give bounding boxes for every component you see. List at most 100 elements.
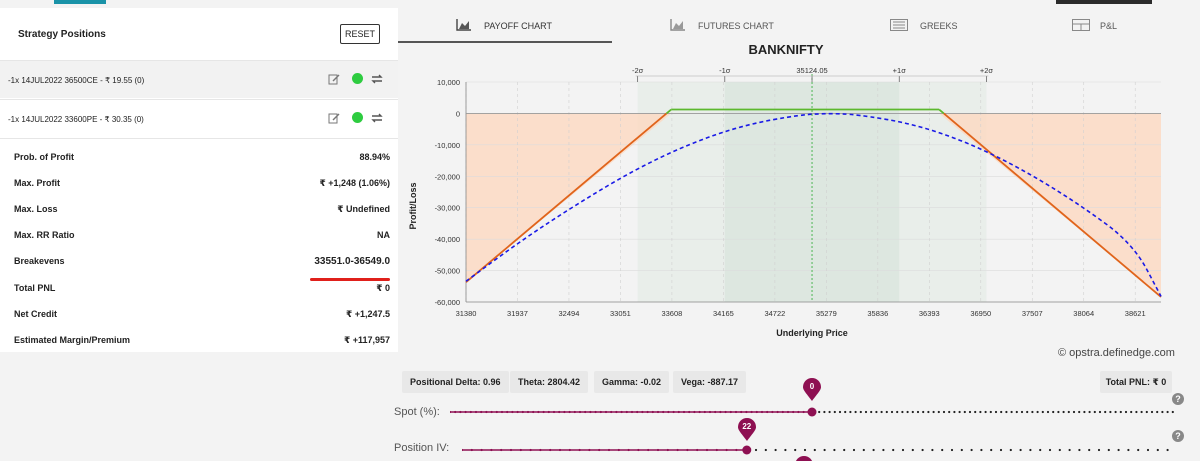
- active-status-dot[interactable]: [352, 112, 363, 123]
- active-status-dot[interactable]: [352, 73, 363, 84]
- chart-title: BANKNIFTY: [748, 42, 823, 57]
- top-accent-bar: [54, 0, 106, 4]
- x-tick-label: 36950: [970, 309, 991, 318]
- chart-credit: © opstra.definedge.com: [1058, 347, 1175, 359]
- x-tick-label: 38064: [1073, 309, 1094, 318]
- panel-title: Strategy Positions: [18, 29, 106, 40]
- x-tick-label: 34722: [764, 309, 785, 318]
- metric-estimated-margin: Estimated Margin/Premium ₹ +117,957: [0, 327, 398, 353]
- metric-label: Max. Profit: [14, 178, 61, 188]
- total-pnl-badge: Total PNL: ₹ 0: [1100, 371, 1172, 393]
- edit-icon[interactable]: [328, 112, 340, 124]
- payoff-chart[interactable]: BANKNIFTY 10,000 0 -10,000 -20,000 -30,000 -4…: [398, 40, 1198, 346]
- target-payoff-line: [465, 112, 1162, 297]
- position-row: -1x 14JUL2022 36500CE - ₹ 19.55 (0): [0, 60, 398, 98]
- metric-value: 33551.0-36549.0: [314, 256, 390, 267]
- x-tick-label: 31380: [456, 309, 477, 318]
- metric-label: Estimated Margin/Premium: [14, 335, 131, 345]
- position-label: -1x 14JUL2022 33600PE - ₹ 30.35 (0): [8, 115, 144, 124]
- expiry-payoff-profit-left: [665, 108, 672, 115]
- sigma-label: -2σ: [632, 66, 644, 75]
- sigma-label: 35124.05: [796, 66, 827, 75]
- slider-thumb[interactable]: [807, 407, 817, 417]
- sigma-label: -1σ: [719, 66, 731, 75]
- iv-slider-handle[interactable]: 22: [737, 418, 757, 442]
- area-chart-icon: [670, 19, 685, 31]
- y-tick-label: 10,000: [437, 78, 460, 87]
- help-icon[interactable]: ?: [1172, 430, 1184, 442]
- spot-slider-handle[interactable]: 0: [802, 378, 822, 402]
- grid-icon: [1072, 19, 1090, 31]
- x-tick-label: 31937: [507, 309, 528, 318]
- stat-gamma: Gamma: -0.02: [594, 371, 670, 393]
- spot-value: 0: [809, 382, 815, 391]
- y-tick-label: -20,000: [435, 172, 460, 181]
- metric-net-credit: Net Credit ₹ +1,247.5: [0, 301, 398, 327]
- swap-icon[interactable]: [370, 111, 384, 125]
- metric-value: ₹ Undefined: [337, 204, 390, 214]
- metric-value: 88.94%: [359, 152, 390, 162]
- help-icon[interactable]: ?: [1172, 393, 1184, 405]
- sigma-label: +1σ: [893, 66, 907, 75]
- iv-slider[interactable]: [462, 442, 1174, 458]
- x-tick-label: 35836: [867, 309, 888, 318]
- metric-breakevens: Breakevens 33551.0-36549.0: [0, 248, 398, 274]
- metric-max-profit: Max. Profit ₹ +1,248 (1.06%): [0, 170, 398, 196]
- iv-slider-label: Position IV:: [394, 442, 450, 454]
- expiry-payoff-profit-right: [938, 108, 945, 115]
- x-tick-label: 32494: [559, 309, 580, 318]
- position-label: -1x 14JUL2022 36500CE - ₹ 19.55 (0): [8, 76, 145, 85]
- stat-vega: Vega: -887.17: [673, 371, 747, 393]
- x-tick-label: 37507: [1022, 309, 1043, 318]
- x-tick-label: 34165: [713, 309, 734, 318]
- metric-value: ₹ +1,248 (1.06%): [319, 178, 390, 188]
- y-tick-label: 0: [456, 109, 460, 118]
- metric-value: ₹ 0: [376, 283, 390, 293]
- spot-slider-label: Spot (%):: [394, 406, 440, 418]
- tab-label: P&L: [1100, 21, 1118, 31]
- tab-pnl[interactable]: P&L: [1072, 0, 1152, 44]
- y-tick-label: -10,000: [435, 141, 460, 150]
- active-tab-indicator: [398, 41, 612, 43]
- metric-label: Total PNL: [14, 283, 56, 293]
- slider-thumb[interactable]: [742, 445, 752, 455]
- reset-button[interactable]: RESET: [340, 24, 380, 44]
- tab-futures-chart[interactable]: FUTURES CHART: [668, 0, 828, 44]
- iv-value: 22: [742, 422, 752, 431]
- x-tick-label: 33608: [661, 309, 682, 318]
- third-slider-handle[interactable]: [794, 455, 814, 461]
- tab-label: FUTURES CHART: [698, 21, 774, 31]
- metric-label: Max. Loss: [14, 204, 58, 214]
- metric-value: NA: [377, 230, 390, 240]
- metric-value: ₹ +117,957: [343, 335, 390, 345]
- metric-max-rr-ratio: Max. RR Ratio NA: [0, 222, 398, 248]
- swap-icon[interactable]: [370, 72, 384, 86]
- x-tick-label: 33051: [610, 309, 631, 318]
- metric-value: ₹ +1,247.5: [345, 309, 390, 319]
- tab-payoff-chart[interactable]: PAYOFF CHART: [398, 0, 612, 44]
- x-axis-label: Underlying Price: [776, 328, 848, 338]
- y-tick-label: -30,000: [435, 204, 460, 213]
- loss-region-right: [939, 113, 1161, 297]
- y-tick-label: -60,000: [435, 298, 460, 307]
- expiry-payoff-loss-right: [943, 112, 1162, 298]
- x-tick-label: 36393: [919, 309, 940, 318]
- breakevens-highlight-underline: [310, 278, 390, 281]
- y-tick-label: -50,000: [435, 267, 460, 276]
- stat-positional-delta: Positional Delta: 0.96: [402, 371, 509, 393]
- y-tick-label: -40,000: [435, 235, 460, 244]
- table-icon: [890, 19, 908, 31]
- stat-theta: Theta: 2804.42: [510, 371, 589, 393]
- expiry-payoff-loss-left: [465, 112, 668, 283]
- tab-greeks[interactable]: GREEKS: [890, 0, 1010, 44]
- x-tick-label: 35279: [816, 309, 837, 318]
- position-row: -1x 14JUL2022 33600PE - ₹ 30.35 (0): [0, 99, 398, 137]
- strategy-positions-panel: Strategy Positions RESET -1x 14JUL2022 3…: [0, 8, 398, 352]
- metric-total-pnl: Total PNL ₹ 0: [0, 275, 398, 301]
- x-tick-label: 38621: [1125, 309, 1146, 318]
- spot-slider[interactable]: [450, 404, 1174, 420]
- tab-label: PAYOFF CHART: [484, 21, 553, 31]
- y-axis-label: Profit/Loss: [408, 182, 418, 229]
- edit-icon[interactable]: [328, 73, 340, 85]
- top-dark-button[interactable]: [1056, 0, 1152, 4]
